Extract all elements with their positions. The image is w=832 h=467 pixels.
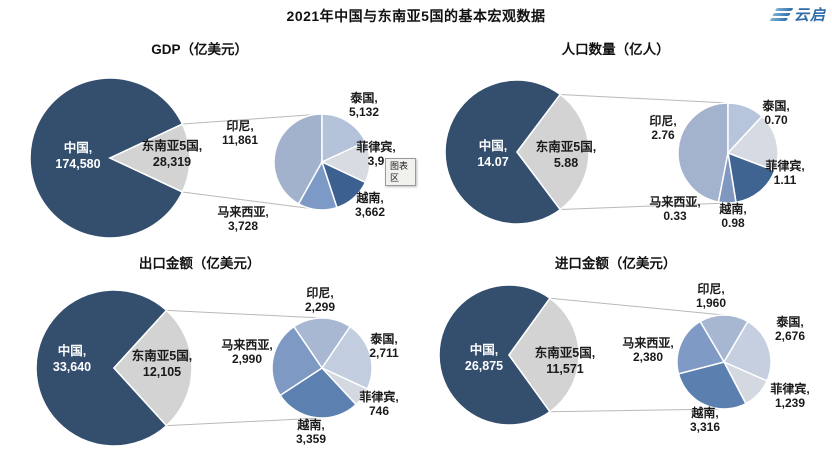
pie-of-pie-svg	[438, 284, 772, 426]
pie-slice-malaysia[interactable]	[717, 152, 737, 204]
label-philippines: 菲律宾, 1.11	[765, 159, 805, 187]
chart-area-tooltip: 图表区	[385, 158, 416, 186]
pie-slice-seasia5[interactable]	[112, 309, 193, 427]
label-thailand: 泰国, 5,132	[348, 91, 380, 119]
label-seasia5: 东南亚5国, 12,105	[131, 349, 193, 379]
pie-slice-china[interactable]	[438, 284, 552, 426]
label-seasia5: 东南亚5国, 28,319	[141, 139, 203, 169]
logo-bars-icon	[769, 8, 794, 21]
label-malaysia: 马来西亚, 3,728	[217, 205, 269, 233]
chart-title-export: 出口金额（亿美元）	[138, 256, 261, 271]
pie-slice-malaysia[interactable]	[297, 160, 338, 211]
pie-slice-seasia5[interactable]	[516, 93, 590, 211]
label-thailand: 泰国, 2,711	[369, 332, 399, 360]
pie-slice-thailand[interactable]	[722, 320, 772, 382]
pie-slice-vietnam[interactable]	[279, 367, 358, 419]
pie-slice-seasia5[interactable]	[108, 123, 191, 193]
label-indonesia: 印尼, 11,861	[221, 119, 259, 147]
pie-of-pie-svg	[35, 289, 373, 447]
label-indonesia: 印尼, 1,960	[695, 282, 727, 310]
chart-panel-import: 进口金额（亿美元） 中国, 26,875 东南亚5国, 11,571 印尼, 1,960 泰…	[416, 244, 832, 467]
page-title: 2021年中国与东南亚5国的基本宏观数据	[286, 8, 546, 24]
pie-of-pie-svg	[29, 77, 371, 239]
pie-slice-indonesia[interactable]	[273, 113, 323, 205]
label-vietnam: 越南, 3,662	[354, 191, 386, 219]
pie-slice-malaysia[interactable]	[271, 325, 324, 397]
connector-line-bottom	[549, 408, 725, 413]
connector-line-bottom	[166, 417, 323, 427]
label-seasia5: 东南亚5国, 11,571	[534, 346, 596, 376]
pie-slice-china[interactable]	[35, 289, 168, 447]
logo-text: 云启	[793, 7, 826, 24]
label-philippines: 菲律宾, 1,239	[770, 382, 810, 410]
label-thailand: 泰国, 0.70	[762, 99, 790, 127]
chart-panel-export: 出口金额（亿美元） 中国, 33,640 东南亚5国, 12,105 印尼, 2,299 泰…	[0, 244, 416, 467]
label-malaysia: 马来西亚, 0.33	[649, 195, 701, 223]
pie-slice-indonesia[interactable]	[677, 102, 729, 203]
label-thailand: 泰国, 2,676	[774, 315, 806, 343]
pie-slice-vietnam[interactable]	[727, 151, 776, 204]
pie-slice-indonesia[interactable]	[699, 314, 749, 364]
label-china: 中国, 33,640	[52, 344, 92, 374]
label-malaysia: 马来西亚, 2,990	[221, 338, 273, 366]
label-vietnam: 越南, 3,316	[689, 406, 721, 434]
label-seasia5: 东南亚5国, 5.88	[535, 140, 597, 170]
label-indonesia: 印尼, 2.76	[649, 114, 677, 142]
chart-title-import: 进口金额（亿美元）	[554, 256, 677, 271]
pie-slice-indonesia[interactable]	[292, 317, 352, 370]
label-indonesia: 印尼, 2,299	[304, 286, 336, 314]
connector-line-top	[182, 113, 323, 125]
chart-panel-gdp: GDP（亿美元） 图表区 中国, 174,580 东南亚5国, 28,319 印尼, 11…	[0, 30, 416, 253]
label-vietnam: 越南, 3,359	[295, 418, 327, 446]
pie-of-pie-svg	[444, 79, 779, 225]
connector-line-bottom	[560, 202, 729, 211]
label-china: 中国, 14.07	[477, 139, 509, 169]
connector-line-top	[166, 309, 323, 319]
yunqi-logo: 云启	[769, 4, 826, 25]
pie-slice-malaysia[interactable]	[676, 320, 726, 375]
label-malaysia: 马来西亚, 2,380	[622, 336, 674, 364]
pie-slice-china[interactable]	[29, 77, 184, 239]
pie-slice-thailand[interactable]	[321, 113, 367, 164]
chart-panel-population: 人口数量（亿人） 中国, 14.07 东南亚5国, 5.88 印尼, 2.76 泰国, 0.7…	[416, 30, 832, 253]
connector-line-top	[560, 93, 729, 104]
chart-title-gdp: GDP（亿美元）	[151, 42, 249, 57]
connector-line-bottom	[182, 191, 323, 211]
label-china: 中国, 174,580	[55, 141, 101, 171]
pie-slice-vietnam[interactable]	[677, 361, 747, 410]
pie-slice-china[interactable]	[444, 79, 562, 225]
label-china: 中国, 26,875	[464, 343, 504, 373]
pie-slice-seasia5[interactable]	[508, 297, 580, 413]
label-vietnam: 越南, 0.98	[719, 202, 747, 230]
chart-title-population: 人口数量（亿人）	[561, 42, 670, 57]
label-philippines: 菲律宾, 746	[359, 390, 399, 418]
connector-line-top	[549, 297, 725, 316]
label-philippines: 菲律宾, 3,9	[356, 140, 396, 168]
